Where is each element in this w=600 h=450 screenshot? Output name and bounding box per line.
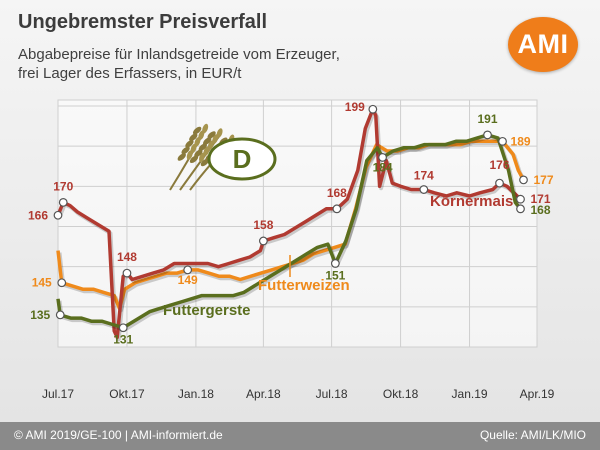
value-markers: 166 170 148 158 168 199 174 176 171 145 149 189 177 1… — [28, 100, 554, 347]
x-tick-label: Okt.17 — [109, 387, 145, 401]
d-badge-letter: D — [233, 144, 252, 174]
wheat-grain — [202, 123, 209, 134]
x-axis-ticks: Jul.17 Okt.17 Jan.18 Apr.18 Jul.18 Okt.18 Jan.… — [42, 387, 555, 401]
wheat-grain — [203, 146, 210, 156]
grid-lines — [57, 99, 538, 348]
value-marker — [495, 178, 504, 188]
series-line-futtergerste — [56, 133, 522, 330]
plot-area — [57, 99, 538, 348]
wheat-grain — [207, 140, 214, 150]
d-badge — [207, 137, 277, 181]
x-tick-label: Apr.18 — [246, 387, 281, 401]
series-labels: Körnermais Futterweizen Futtergerste — [163, 193, 513, 319]
series-shadow-futtergerste — [57, 134, 524, 332]
wheat-grain — [194, 149, 203, 157]
series-label-futterweizen: Futterweizen — [258, 277, 350, 294]
wheat-grain — [181, 146, 190, 155]
data-label: 189 — [511, 134, 531, 148]
wheat-grain — [203, 137, 212, 145]
value-marker — [58, 197, 68, 207]
value-marker — [258, 236, 268, 246]
value-marker — [122, 268, 132, 278]
value-marker — [118, 323, 128, 333]
subtitle-line-1: Abgabepreise für Inlandsgetreide vom Erz… — [18, 46, 340, 63]
emblem: D — [169, 123, 277, 191]
data-label: 171 — [531, 192, 551, 206]
value-marker — [330, 259, 340, 268]
data-label: 184 — [373, 160, 393, 174]
wheat-grain — [189, 155, 199, 164]
series-label-koernermais: Körnermais — [430, 193, 513, 210]
data-label: 148 — [117, 250, 137, 264]
value-marker — [378, 153, 387, 162]
wheat-grain — [192, 126, 202, 135]
data-label: 131 — [113, 333, 133, 347]
value-marker — [332, 204, 342, 214]
value-marker — [53, 210, 63, 220]
value-marker — [516, 204, 525, 214]
wheat-grain — [198, 143, 207, 151]
footer-copyright[interactable]: © AMI 2019/GE-100 | AMI-informiert.de — [14, 428, 223, 442]
data-label: 168 — [531, 203, 551, 217]
x-tick-label: Jul.18 — [316, 387, 348, 401]
data-label: 135 — [30, 308, 50, 322]
data-label: 199 — [345, 100, 365, 114]
wheat-grain — [199, 152, 205, 163]
subtitle-line-2: frei Lager des Erfassers, in EUR/t — [18, 65, 242, 82]
data-label: 176 — [490, 158, 510, 172]
data-label: 170 — [53, 179, 73, 193]
value-marker — [519, 175, 528, 185]
x-tick-label: Jul.17 — [42, 387, 74, 401]
chart-subtitle: Abgabepreise für Inlandsgetreide vom Erz… — [18, 45, 340, 83]
data-label: 191 — [478, 112, 498, 126]
value-marker — [183, 265, 193, 275]
x-tick-label: Jan.18 — [178, 387, 214, 401]
data-label: 177 — [534, 173, 554, 187]
footer-bar: © AMI 2019/GE-100 | AMI-informiert.de Qu… — [0, 422, 600, 450]
value-marker — [483, 130, 492, 140]
series-label-futtergerste: Futtergerste — [163, 302, 251, 319]
data-label: 151 — [325, 268, 345, 282]
data-label: 168 — [327, 186, 347, 200]
x-tick-label: Apr.19 — [520, 387, 555, 401]
value-marker — [57, 278, 67, 288]
wheat-grain — [177, 153, 186, 161]
data-label: 166 — [28, 208, 48, 222]
wheat-grain — [207, 131, 216, 139]
data-label: 145 — [32, 276, 52, 290]
data-label: 174 — [414, 169, 434, 183]
x-tick-label: Okt.18 — [383, 387, 419, 401]
line-chart: D 166 170 148 158 168 199 174 176 171 145 149 189 17… — [28, 99, 555, 401]
series-shadow-futterweizen — [57, 141, 527, 313]
data-label: 149 — [178, 273, 198, 287]
series-lines — [56, 107, 527, 342]
chart-title: Ungebremster Preisverfall — [18, 11, 268, 33]
wheat-grain — [189, 133, 198, 141]
series-line-koernermais — [56, 107, 522, 340]
wheat-grain — [185, 140, 194, 148]
value-marker — [516, 194, 525, 204]
value-marker — [498, 136, 507, 146]
value-marker — [368, 104, 378, 114]
data-label: 158 — [253, 218, 273, 232]
value-marker — [419, 185, 429, 194]
footer-source: Quelle: AMI/LK/MIO — [479, 428, 586, 442]
wheat-grain — [212, 134, 219, 144]
value-marker — [55, 310, 65, 320]
x-tick-label: Jan.19 — [452, 387, 488, 401]
wheat-grain — [216, 128, 223, 138]
ami-logo: AMI — [508, 17, 578, 72]
